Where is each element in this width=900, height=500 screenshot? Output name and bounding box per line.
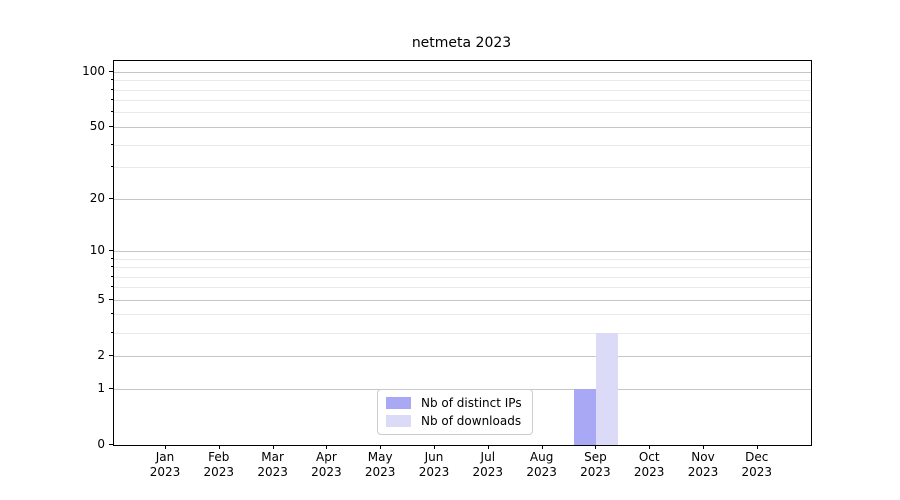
major-gridline <box>114 71 811 73</box>
x-tick <box>380 445 382 449</box>
minor-gridline <box>114 314 811 316</box>
y-tick <box>109 125 113 127</box>
x-tick <box>326 445 328 449</box>
legend-item-distinct-ips: Nb of distinct IPs <box>386 396 522 410</box>
legend-label: Nb of distinct IPs <box>421 396 522 410</box>
x-tick-label-year: 2023 <box>257 465 288 479</box>
minor-gridline <box>114 144 811 146</box>
x-tick-label: Nov 2023 <box>671 450 735 480</box>
x-tick-label: May 2023 <box>348 450 412 480</box>
legend-item-downloads: Nb of downloads <box>386 414 522 428</box>
minor-gridline <box>114 287 811 289</box>
x-tick-label: Jul 2023 <box>456 450 520 480</box>
chart-title: netmeta 2023 <box>411 35 512 51</box>
x-tick <box>165 445 166 449</box>
y-minor-tick <box>111 313 113 315</box>
x-tick-label-year: 2023 <box>633 465 665 479</box>
minor-gridline <box>114 112 811 114</box>
x-tick-label-year: 2023 <box>418 465 450 479</box>
minor-gridline <box>114 100 811 102</box>
y-minor-tick <box>111 286 113 288</box>
major-gridline <box>114 126 811 128</box>
y-minor-tick <box>111 111 113 113</box>
x-tick-label-year: 2023 <box>472 465 504 479</box>
y-minor-tick <box>111 143 113 145</box>
y-tick-label: 10 <box>89 242 105 257</box>
x-tick-label-year: 2023 <box>149 465 181 479</box>
x-tick <box>487 445 489 449</box>
minor-gridline <box>114 80 811 82</box>
y-tick-label: 1 <box>97 380 105 395</box>
x-tick <box>541 445 543 449</box>
y-tick <box>109 387 113 389</box>
bar-sep-series0 <box>574 388 597 445</box>
y-minor-tick <box>111 88 113 90</box>
major-gridline <box>114 198 811 200</box>
y-minor-tick <box>111 275 113 277</box>
y-minor-tick <box>111 257 113 259</box>
x-tick-label-year: 2023 <box>203 465 235 479</box>
y-minor-tick <box>111 166 113 168</box>
x-tick-label: Aug 2023 <box>510 450 574 480</box>
minor-gridline <box>114 89 811 91</box>
legend-swatch-distinct-ips <box>386 397 411 409</box>
x-tick-label: Oct 2023 <box>617 450 681 480</box>
y-minor-tick <box>111 79 113 81</box>
y-tick-label: 100 <box>82 63 105 78</box>
y-tick <box>109 249 113 251</box>
x-tick <box>218 445 220 449</box>
minor-gridline <box>114 267 811 268</box>
y-minor-tick <box>111 99 113 101</box>
y-tick <box>109 354 113 356</box>
x-tick-label: Dec 2023 <box>725 450 789 480</box>
bar-sep-series1 <box>596 332 619 445</box>
x-tick <box>703 445 704 449</box>
y-tick-label: 5 <box>97 291 105 306</box>
y-tick <box>109 70 113 72</box>
y-minor-tick <box>111 331 113 333</box>
x-tick-label-year: 2023 <box>741 465 773 479</box>
x-tick-label-year: 2023 <box>580 465 611 479</box>
x-tick-label: Mar 2023 <box>241 450 305 480</box>
x-tick <box>434 445 435 449</box>
plot-area: Nb of distinct IPs Nb of downloads <box>113 60 812 446</box>
x-tick <box>756 445 758 449</box>
minor-gridline <box>114 332 811 334</box>
x-tick-label-year: 2023 <box>364 465 396 479</box>
y-tick <box>109 443 113 445</box>
y-tick-label: 0 <box>97 436 105 451</box>
y-tick <box>109 197 113 199</box>
legend-swatch-downloads <box>386 415 411 427</box>
major-gridline <box>114 299 811 301</box>
minor-gridline <box>114 167 811 169</box>
x-tick-label: Apr 2023 <box>294 450 358 480</box>
x-tick-label-year: 2023 <box>526 465 557 479</box>
x-tick-label: Sep 2023 <box>563 450 627 480</box>
major-gridline <box>114 355 811 357</box>
x-tick <box>649 445 651 449</box>
y-tick <box>109 298 113 300</box>
minor-gridline <box>114 258 811 260</box>
x-tick <box>272 445 274 449</box>
x-tick-label: Feb 2023 <box>187 450 251 480</box>
x-tick-label-year: 2023 <box>687 465 719 479</box>
legend: Nb of distinct IPs Nb of downloads <box>377 389 533 435</box>
minor-gridline <box>114 276 811 278</box>
legend-label: Nb of downloads <box>421 414 522 428</box>
y-tick-label: 20 <box>89 190 105 205</box>
x-tick-label: Jan 2023 <box>133 450 197 480</box>
x-tick <box>595 445 597 449</box>
y-tick-label: 2 <box>97 347 105 362</box>
x-tick-label-year: 2023 <box>311 465 342 479</box>
x-tick-label: Jun 2023 <box>402 450 466 480</box>
y-tick-label: 50 <box>89 118 105 133</box>
y-minor-tick <box>111 266 113 267</box>
major-gridline <box>114 250 811 252</box>
